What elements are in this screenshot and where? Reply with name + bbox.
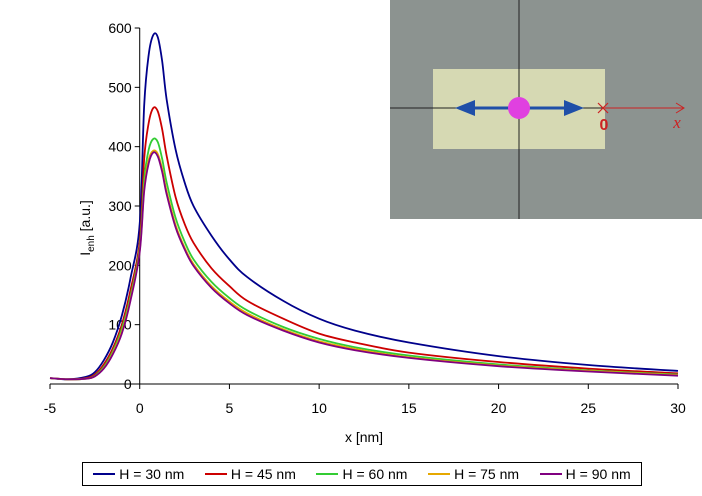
inset-origin-label: 0 [600,117,609,134]
x-tick-label: 25 [580,400,596,416]
legend-item: H = 45 nm [204,466,296,482]
x-axis-label: x [nm] [345,429,383,445]
inset-x-axis-arrowhead [675,102,685,114]
legend-item: H = 30 nm [93,466,184,482]
y-tick-label: 400 [108,139,132,155]
series-line-5 [49,151,679,381]
y-tick-label: 600 [108,20,132,36]
legend-swatch [93,473,116,475]
series-line-2 [49,106,679,381]
legend-label: H = 45 nm [230,466,296,482]
legend-item: H = 90 nm [539,466,631,482]
inset-particle [508,97,530,119]
y-tick-label: 0 [124,376,132,392]
y-tick-label: 300 [108,198,132,214]
x-tick-label: 10 [311,400,327,416]
y-axis-label: Ienh [a.u.] [77,200,97,256]
series-lines [49,32,679,381]
x-tick-label: 5 [226,400,234,416]
x-tick-label: 0 [136,400,144,416]
legend-label: H = 75 nm [454,466,520,482]
legend-swatch [204,473,227,475]
legend-label: H = 90 nm [565,466,631,482]
y-tick-label: 500 [108,79,132,95]
x-tick-label: 30 [670,400,686,416]
legend-label: H = 60 nm [342,466,408,482]
legend-swatch [316,473,339,475]
legend: H = 30 nm H = 45 nm H = 60 nm H = 75 nm H = … [82,462,642,486]
legend-label: H = 30 nm [119,466,185,482]
inset-origin-cross-2 [597,102,609,114]
inset-arrowhead-left [455,100,475,116]
x-tick-label: 20 [491,400,507,416]
x-tick-label: -5 [44,400,57,416]
legend-swatch [539,473,562,475]
series-line-1 [49,32,679,381]
legend-swatch [428,473,451,475]
legend-item: H = 75 nm [428,466,519,482]
inset-arrowhead-right [564,100,584,116]
x-tick-label: 15 [401,400,417,416]
y-tick-label: 200 [108,257,132,273]
legend-item: H = 60 nm [316,466,407,482]
inset-x-label: x [672,113,681,132]
